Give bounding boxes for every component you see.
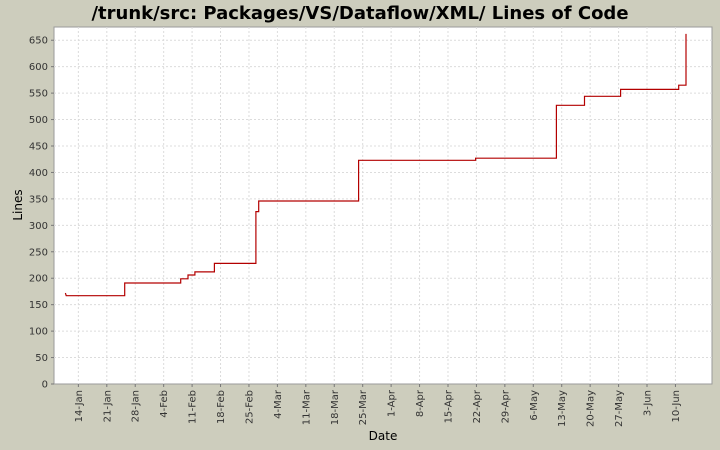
- y-tick-label: 250: [29, 247, 48, 258]
- y-tick-label: 350: [29, 194, 48, 205]
- series-line: [64, 33, 687, 297]
- y-tick-label: 50: [35, 353, 48, 364]
- x-tick-label: 29-Apr: [500, 389, 511, 423]
- x-tick-label: 10-Jun: [671, 390, 682, 423]
- x-tick-label: 3-Jun: [643, 390, 654, 416]
- x-tick-label: 11-Feb: [188, 390, 199, 424]
- x-tick-label: 4-Mar: [273, 389, 284, 419]
- y-tick-label: 150: [29, 300, 48, 311]
- x-tick-label: 25-Feb: [244, 390, 255, 424]
- x-tick-label: 18-Feb: [216, 390, 227, 424]
- y-tick-label: 0: [42, 380, 48, 391]
- x-tick-label: 25-Mar: [358, 389, 369, 425]
- y-tick-label: 550: [29, 89, 48, 100]
- x-tick-label: 22-Apr: [472, 389, 483, 423]
- y-axis: 0 50 100 150 200 250 300 350 400 450 500 550 600 650: [29, 36, 54, 391]
- chart-title: /trunk/src: Packages/VS/Dataflow/XML/ Li…: [91, 3, 628, 24]
- x-tick-label: 11-Mar: [301, 389, 312, 425]
- x-tick-label: 15-Apr: [443, 389, 454, 423]
- x-axis-title: Date: [369, 429, 398, 443]
- series-layer: [64, 33, 687, 297]
- y-tick-label: 650: [29, 36, 48, 47]
- x-tick-label: 27-May: [614, 390, 625, 427]
- x-tick-label: 1-Apr: [387, 389, 398, 417]
- x-tick-label: 4-Feb: [159, 390, 170, 418]
- y-tick-label: 500: [29, 115, 48, 126]
- y-tick-label: 100: [29, 327, 48, 338]
- x-tick-label: 8-Apr: [415, 389, 426, 417]
- x-tick-label: 28-Jan: [131, 390, 142, 422]
- y-tick-label: 600: [29, 62, 48, 73]
- grid-layer: [54, 27, 712, 384]
- x-tick-label: 14-Jan: [74, 390, 85, 422]
- y-tick-label: 300: [29, 221, 48, 232]
- x-tick-label: 6-May: [529, 390, 540, 421]
- y-tick-label: 200: [29, 274, 48, 285]
- x-tick-label: 21-Jan: [102, 390, 113, 422]
- plot-area: [53, 26, 713, 385]
- y-axis-title: Lines: [11, 189, 25, 220]
- x-tick-label: 20-May: [586, 390, 597, 427]
- x-tick-label: 18-Mar: [330, 389, 341, 425]
- x-axis: 14-Jan 21-Jan 28-Jan 4-Feb 11-Feb 18-Feb 25-Fe…: [74, 384, 682, 427]
- y-tick-label: 400: [29, 168, 48, 179]
- x-tick-label: 13-May: [557, 390, 568, 427]
- y-tick-label: 450: [29, 142, 48, 153]
